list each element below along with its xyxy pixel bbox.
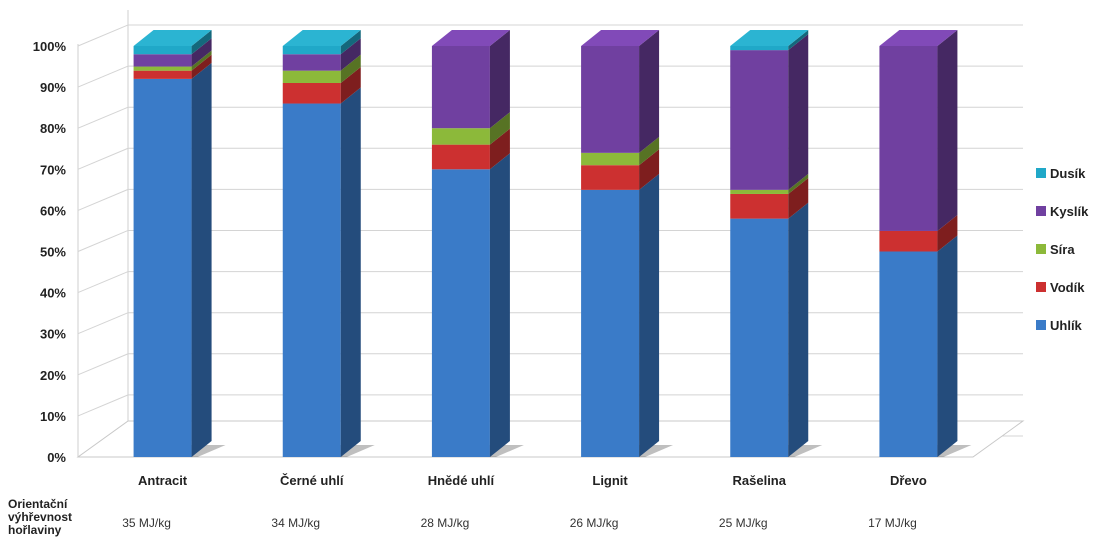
legend-label: Uhlík [1050, 318, 1083, 333]
bar-segment-síra [133, 50, 212, 71]
fuel-value: 25 MJ/kg [718, 516, 768, 530]
bar-segment-síra [431, 112, 510, 145]
gridline [77, 353, 1023, 376]
legend-item-síra: Síra [1036, 242, 1075, 257]
legend-label: Kyslík [1050, 204, 1089, 219]
x-category-label: Rašelina [733, 473, 787, 488]
legend-label: Dusík [1050, 166, 1086, 181]
bar-segment-uhlík [431, 153, 510, 458]
y-tick-label: 50% [40, 245, 66, 260]
fuel-value: 34 MJ/kg [271, 516, 321, 530]
bar-segment-síra [581, 136, 660, 166]
bar-segment-vodík [581, 149, 660, 190]
x-category-label: Dřevo [890, 473, 927, 488]
bar-stack [282, 30, 361, 457]
bar-segment-kyslík [282, 38, 361, 71]
bar-segment-uhlík [879, 235, 958, 457]
bar-segment-vodík [879, 214, 958, 252]
gridline [77, 312, 1023, 335]
legend-item-kyslík: Kyslík [1036, 204, 1089, 219]
bar-segment-vodík [730, 177, 809, 219]
legend-item-uhlík: Uhlík [1036, 318, 1083, 333]
bar-segment-uhlík [133, 62, 212, 457]
y-tick-label: 70% [40, 162, 66, 177]
y-tick-label: 90% [40, 80, 66, 95]
bar-segment-dusík [282, 30, 361, 55]
gridline [77, 106, 1023, 129]
x-category-label: Černé uhlí [280, 473, 344, 488]
bar-stack [133, 30, 212, 457]
bar-segment-síra [730, 173, 809, 194]
fuel-value: 26 MJ/kg [569, 516, 619, 530]
y-tick-label: 0% [47, 450, 66, 465]
x-category-label: Hnědé uhlí [428, 473, 495, 488]
bar-segment-uhlík [581, 173, 660, 457]
bar-segment-kyslík [879, 30, 958, 231]
legend-label: Vodík [1050, 280, 1085, 295]
legend: Dusík Kyslík Síra Vodík Uhlík [1036, 166, 1089, 333]
bar-segment-vodík [431, 128, 510, 170]
bar-stack [581, 30, 660, 457]
bar-stack [730, 30, 809, 457]
y-tick-label: 60% [40, 203, 66, 218]
legend-swatch [1036, 244, 1046, 254]
bar-segment-kyslík [133, 38, 212, 67]
bar-stack [879, 30, 958, 457]
bar-segment-vodík [282, 66, 361, 104]
legend-swatch [1036, 168, 1046, 178]
gridline [77, 24, 1023, 47]
x-axis-categories: Antracit Černé uhlí Hnědé uhlí Lignit Rašeli… [138, 473, 927, 488]
fuel-value: 28 MJ/kg [420, 516, 470, 530]
fuel-value: 17 MJ/kg [868, 516, 917, 530]
x-category-label: Lignit [592, 473, 628, 488]
bar-segment-kyslík [581, 30, 660, 153]
legend-item-dusík: Dusík [1036, 166, 1086, 181]
legend-swatch [1036, 320, 1046, 330]
bar-stack [431, 30, 510, 458]
bar-segment-uhlík [282, 87, 361, 457]
x-category-label: Antracit [138, 473, 188, 488]
y-axis-ticks: 0% 10% 20% 30% 40% 50% 60% 70% 80% 90% 100% [33, 39, 67, 465]
y-tick-label: 30% [40, 327, 66, 342]
bar-segment-kyslík [431, 30, 510, 129]
y-tick-label: 10% [40, 409, 66, 424]
y-tick-label: 100% [33, 39, 67, 54]
gridline [77, 65, 1023, 88]
bar-segment-uhlík [730, 202, 809, 457]
gridline [77, 188, 1023, 211]
gridline [77, 394, 1023, 417]
gridline [77, 271, 1023, 294]
legend-label: Síra [1050, 242, 1075, 257]
y-tick-label: 80% [40, 121, 66, 136]
bar-segment-dusík [730, 30, 809, 51]
bars [133, 30, 972, 458]
gridline [77, 230, 1023, 252]
legend-item-vodík: Vodík [1036, 280, 1085, 295]
gridline [77, 147, 1023, 170]
fuel-row-label: Orientační výhřevnost hořlaviny [8, 497, 73, 537]
fuel-value: 35 MJ/kg [122, 516, 171, 530]
bar-segment-vodík [133, 54, 212, 79]
bar-segment-dusík [133, 30, 212, 55]
y-tick-label: 20% [40, 368, 66, 383]
y-tick-label: 40% [40, 286, 66, 301]
bar-segment-síra [282, 54, 361, 83]
legend-swatch [1036, 282, 1046, 292]
legend-swatch [1036, 206, 1046, 216]
bar-segment-kyslík [730, 34, 809, 190]
